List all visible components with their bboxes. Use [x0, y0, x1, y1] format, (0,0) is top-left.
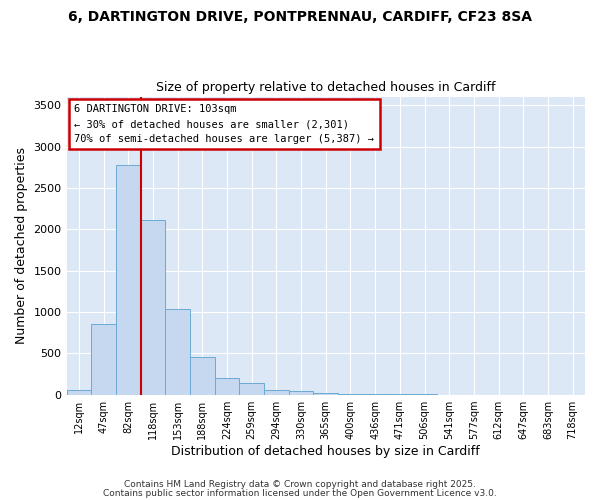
Bar	[67, 390, 91, 394]
Text: Contains public sector information licensed under the Open Government Licence v3: Contains public sector information licen…	[103, 488, 497, 498]
Bar	[140, 220, 165, 394]
Y-axis label: Number of detached properties: Number of detached properties	[15, 148, 28, 344]
Bar	[239, 383, 264, 394]
Bar	[313, 393, 338, 394]
X-axis label: Distribution of detached houses by size in Cardiff: Distribution of detached houses by size …	[172, 444, 480, 458]
Bar	[215, 378, 239, 394]
Bar	[289, 392, 313, 394]
Text: 6 DARTINGTON DRIVE: 103sqm
← 30% of detached houses are smaller (2,301)
70% of s: 6 DARTINGTON DRIVE: 103sqm ← 30% of deta…	[74, 104, 374, 144]
Bar	[264, 390, 289, 394]
Title: Size of property relative to detached houses in Cardiff: Size of property relative to detached ho…	[156, 82, 496, 94]
Text: Contains HM Land Registry data © Crown copyright and database right 2025.: Contains HM Land Registry data © Crown c…	[124, 480, 476, 489]
Bar	[190, 358, 215, 395]
Bar	[91, 324, 116, 394]
Bar	[165, 310, 190, 394]
Bar	[116, 165, 140, 394]
Text: 6, DARTINGTON DRIVE, PONTPRENNAU, CARDIFF, CF23 8SA: 6, DARTINGTON DRIVE, PONTPRENNAU, CARDIF…	[68, 10, 532, 24]
